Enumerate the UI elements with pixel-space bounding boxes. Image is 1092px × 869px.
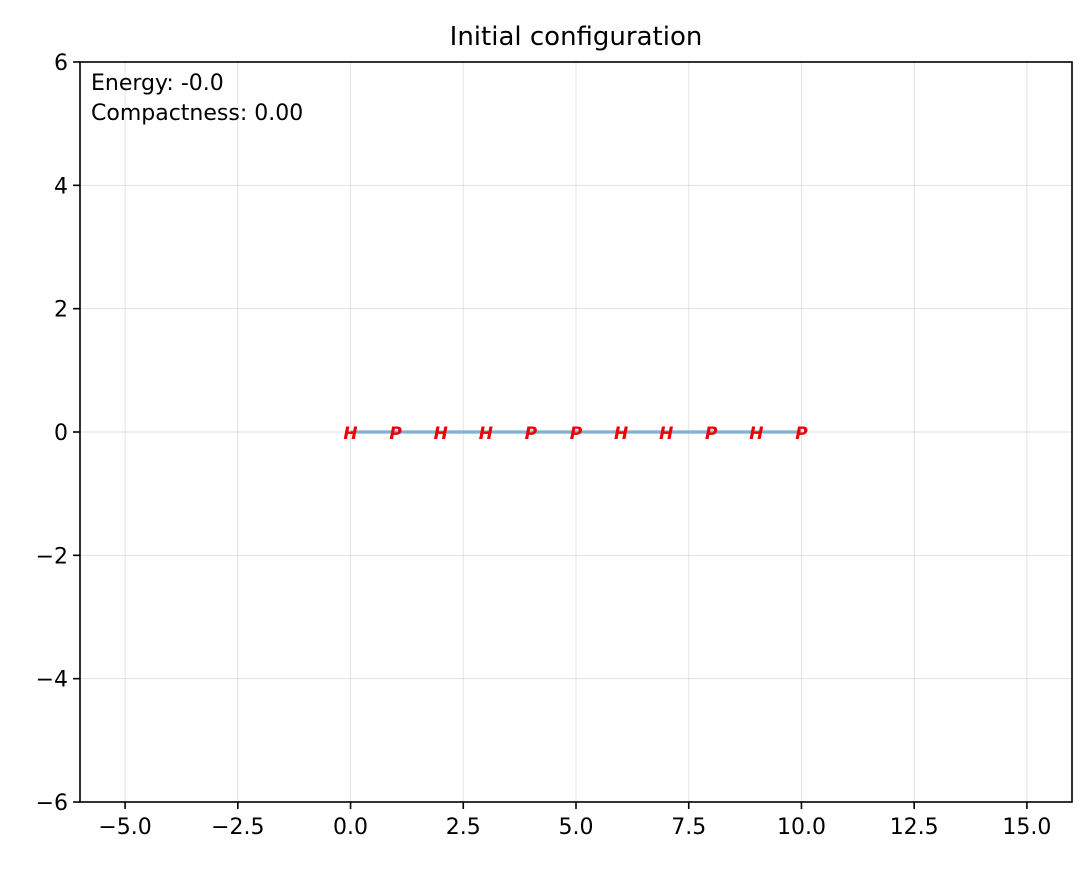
residue-label: P [389,424,402,444]
residue-label: H [343,424,357,444]
y-tick-label: 2 [54,298,68,323]
x-tick-label: 12.5 [890,815,939,840]
x-tick-label: −5.0 [98,815,151,840]
residue-label: P [570,424,583,444]
energy-annotation: Energy: -0.0 [91,71,224,96]
x-tick-label: 5.0 [559,815,594,840]
x-tick-label: 7.5 [671,815,706,840]
y-tick-label: 6 [54,51,68,76]
y-tick-label: 4 [54,174,68,199]
residue-label: H [479,424,493,444]
residue-label: H [434,424,448,444]
y-axis-ticks: −6 −4 −2 0 2 4 6 [36,51,80,816]
y-tick-label: 0 [54,421,68,446]
y-tick-label: −4 [36,668,68,693]
residue-label: H [659,424,673,444]
x-tick-label: 0.0 [333,815,368,840]
x-tick-label: 15.0 [1002,815,1051,840]
residue-label: H [614,424,628,444]
x-axis-ticks: −5.0 −2.5 0.0 2.5 5.0 7.5 10.0 12.5 15.0 [98,802,1051,840]
residue-label: P [795,424,808,444]
x-tick-label: 10.0 [777,815,826,840]
residue-label: P [705,424,718,444]
compactness-annotation: Compactness: 0.00 [91,101,303,126]
y-tick-label: −6 [36,791,68,816]
y-tick-label: −2 [36,544,68,569]
x-tick-label: −2.5 [211,815,264,840]
residue-label: H [749,424,763,444]
residue-label: P [525,424,538,444]
chart-title: Initial configuration [450,22,703,52]
x-tick-label: 2.5 [446,815,481,840]
